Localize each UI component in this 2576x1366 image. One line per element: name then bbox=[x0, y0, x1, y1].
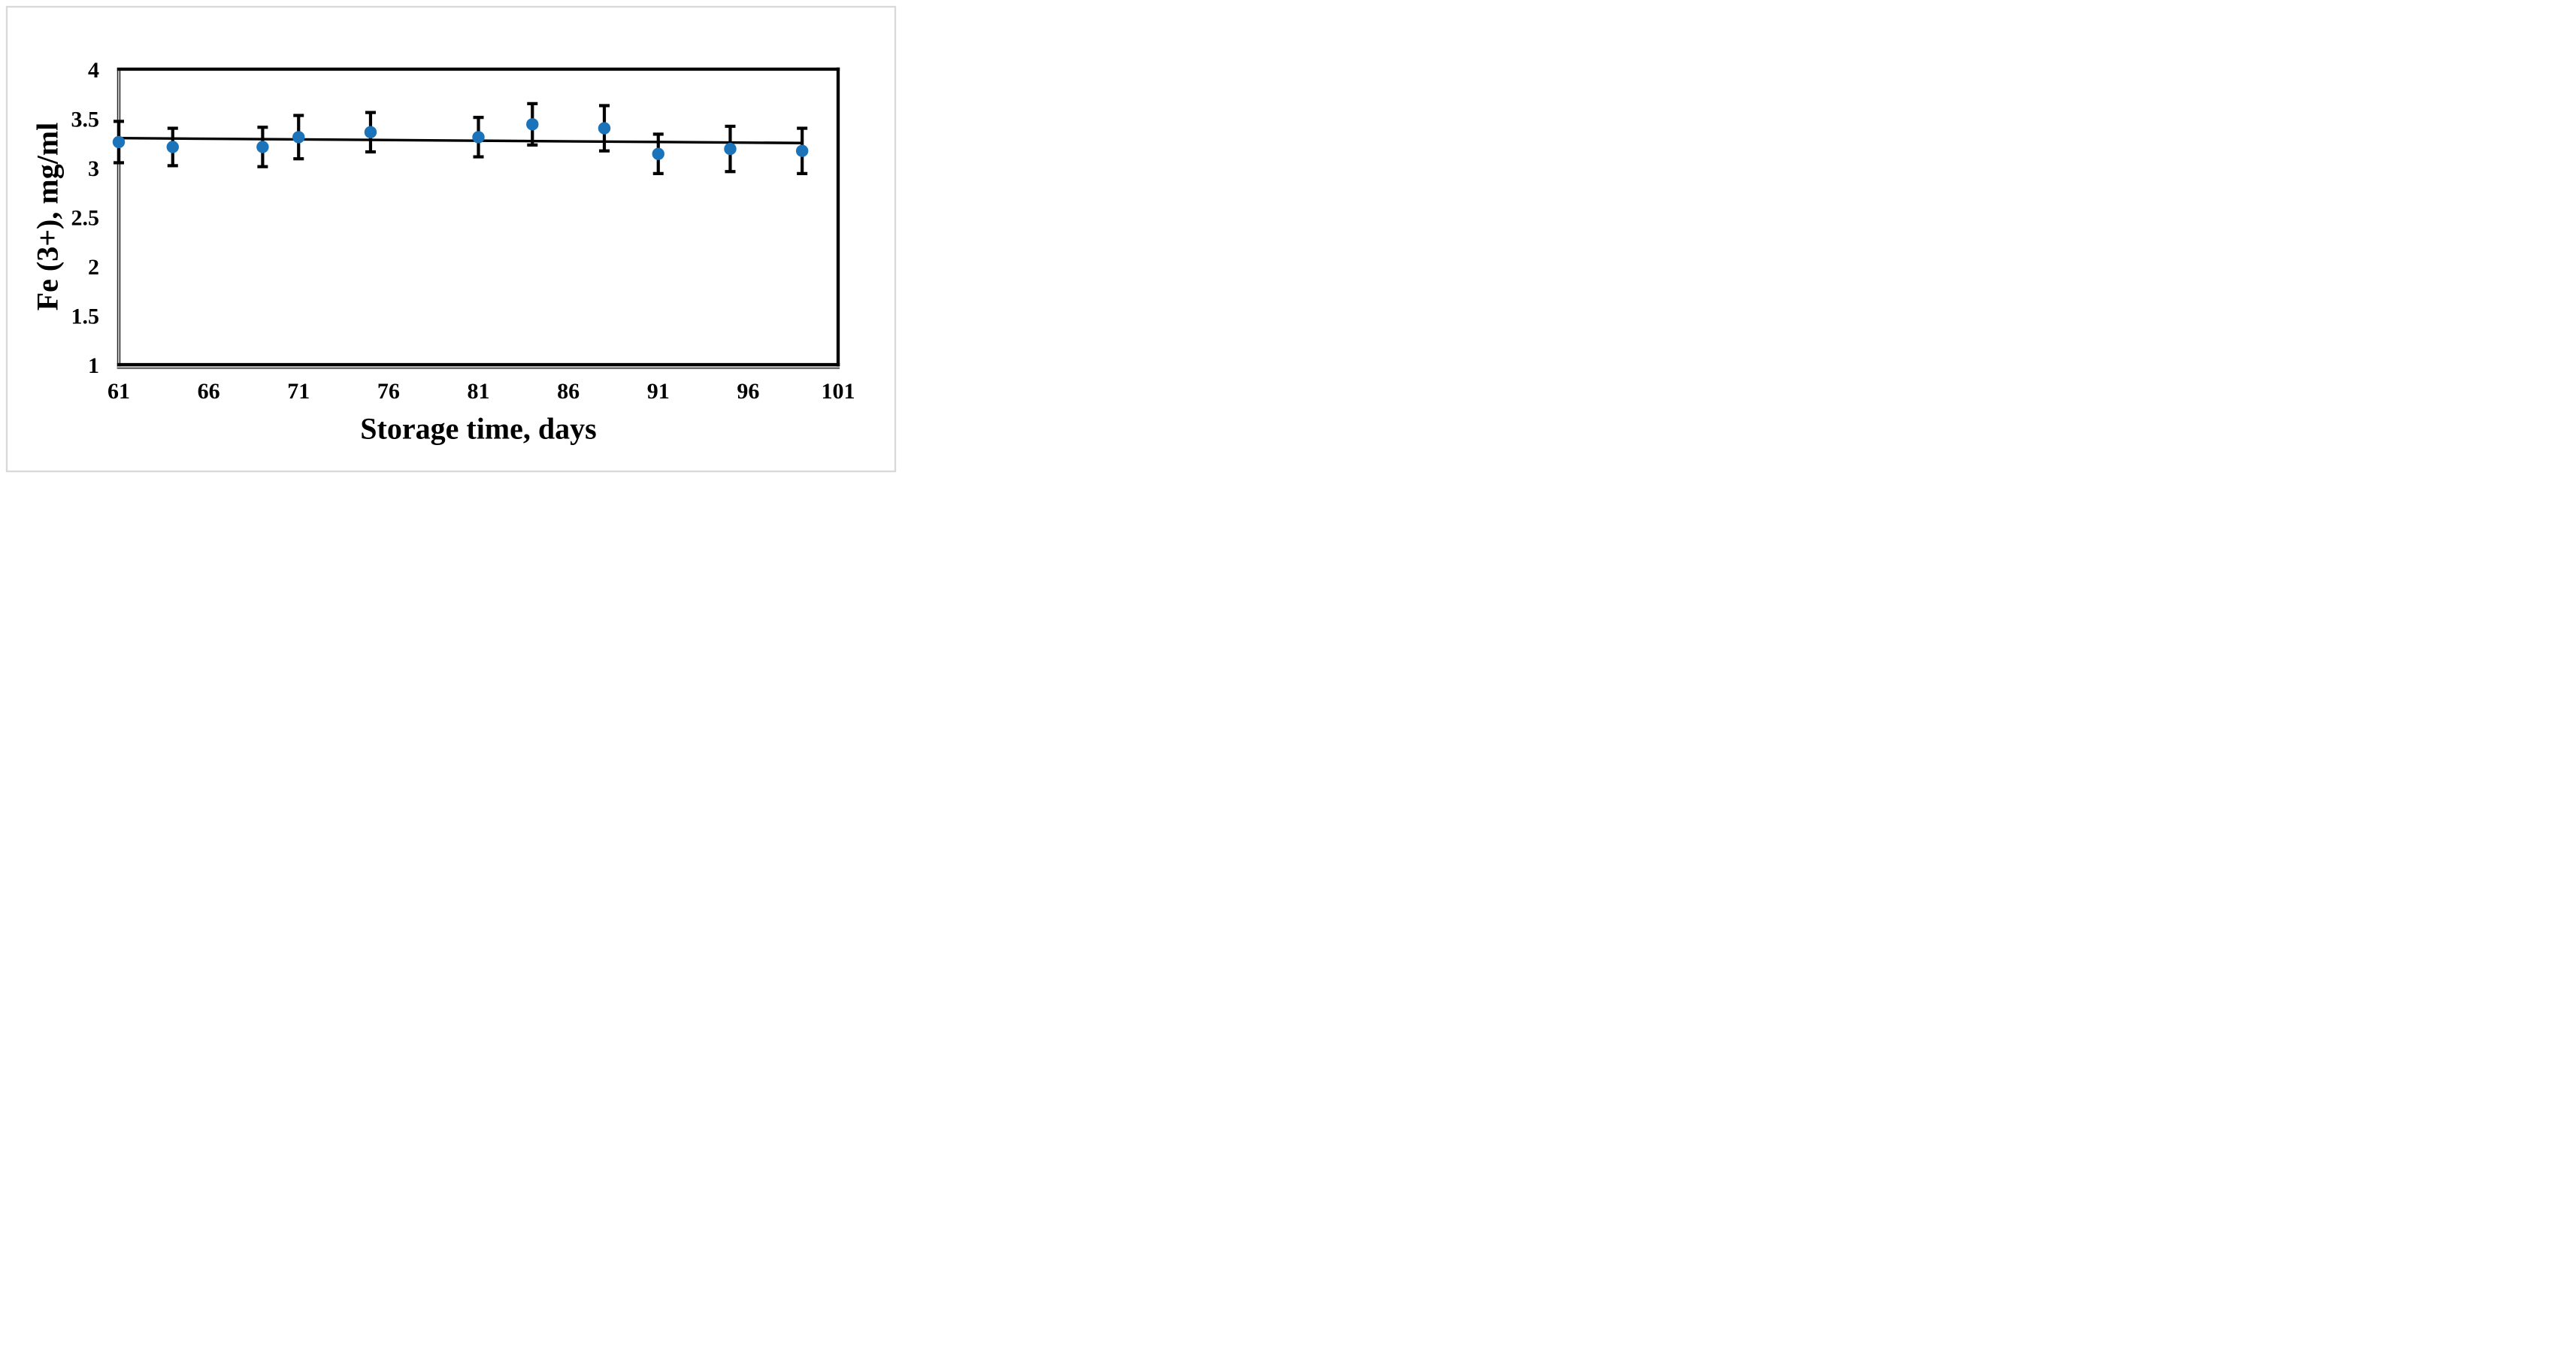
data-point-marker bbox=[292, 131, 305, 144]
y-tick-3: 3 bbox=[88, 156, 99, 181]
x-tick-76: 76 bbox=[377, 379, 400, 404]
x-tick-91: 91 bbox=[647, 379, 670, 404]
y-tick-2-5: 2.5 bbox=[71, 205, 100, 230]
x-tick-96: 96 bbox=[737, 379, 759, 404]
x-tick-86: 86 bbox=[557, 379, 580, 404]
data-point-marker bbox=[256, 141, 269, 153]
x-tick-66: 66 bbox=[198, 379, 220, 404]
x-tick-81: 81 bbox=[468, 379, 490, 404]
y-axis-tick-labels: 4 3.5 3 2.5 2 1.5 1 bbox=[71, 58, 100, 378]
trend-line bbox=[118, 137, 803, 144]
x-tick-71: 71 bbox=[287, 379, 310, 404]
plot-layer bbox=[112, 101, 809, 175]
chart-svg: 4 3.5 3 2.5 2 1.5 1 61 66 71 76 81 86 91… bbox=[5, 5, 897, 473]
x-axis-tick-labels: 61 66 71 76 81 86 91 96 101 bbox=[107, 379, 855, 404]
chart-figure: 4 3.5 3 2.5 2 1.5 1 61 66 71 76 81 86 91… bbox=[0, 0, 902, 478]
data-point-marker bbox=[472, 131, 485, 144]
data-point-marker bbox=[652, 147, 664, 160]
y-tick-1-5: 1.5 bbox=[71, 304, 100, 329]
y-tick-2: 2 bbox=[88, 255, 99, 280]
y-tick-1: 1 bbox=[88, 353, 99, 378]
data-point-marker bbox=[166, 141, 179, 153]
plot-area-border bbox=[117, 67, 840, 367]
data-point-marker bbox=[112, 135, 126, 149]
y-tick-4: 4 bbox=[88, 58, 99, 83]
x-axis-line bbox=[117, 366, 840, 369]
y-axis-title: Fe (3+), mg/ml bbox=[30, 123, 64, 311]
y-axis-line bbox=[117, 68, 121, 369]
x-axis-title: Storage time, days bbox=[360, 411, 596, 445]
chart-outer-frame bbox=[5, 5, 897, 473]
x-tick-101: 101 bbox=[822, 379, 855, 404]
data-point-marker bbox=[526, 118, 539, 131]
data-point-marker bbox=[795, 144, 809, 157]
data-point-marker bbox=[598, 122, 611, 135]
data-point-marker bbox=[364, 126, 377, 139]
y-tick-3-5: 3.5 bbox=[71, 107, 100, 132]
data-point-marker bbox=[724, 142, 737, 156]
x-tick-61: 61 bbox=[107, 379, 130, 404]
